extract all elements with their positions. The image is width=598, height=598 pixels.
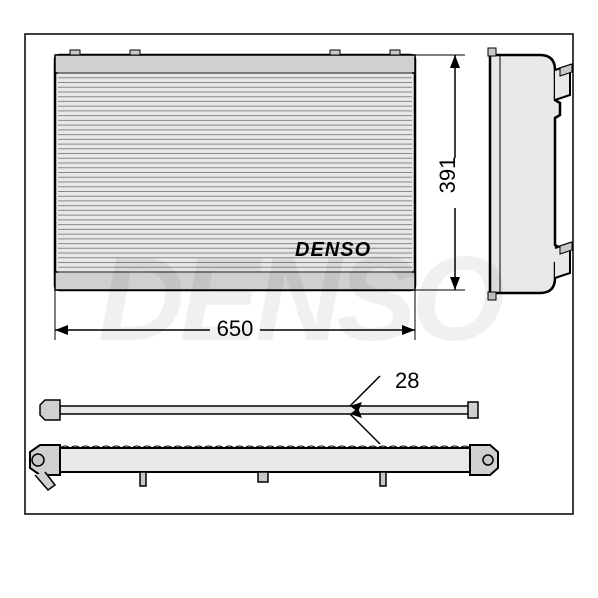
brand-label: DENSO xyxy=(295,239,371,261)
radiator-front-view: DENSO xyxy=(55,50,415,290)
technical-drawing: DENSO 650 391 xyxy=(0,0,598,598)
radiator-side-tank xyxy=(488,48,572,300)
dimension-width: 650 xyxy=(55,290,415,341)
dimension-height: 391 xyxy=(415,55,470,290)
dimension-width-value: 650 xyxy=(217,316,254,341)
dimension-thickness-value: 28 xyxy=(395,368,419,393)
dimension-height-value: 391 xyxy=(435,157,460,194)
bottom-manifold xyxy=(30,445,498,490)
side-view-tube xyxy=(40,400,478,420)
